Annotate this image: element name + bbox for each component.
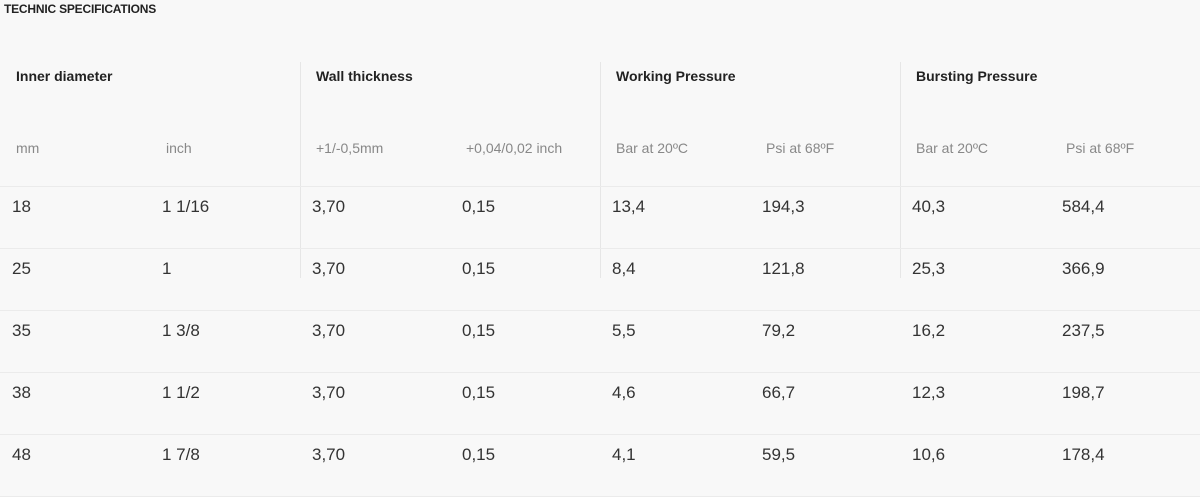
table-cell: 38: [12, 383, 31, 402]
table-cell: 3,70: [312, 259, 346, 278]
sub-header: +0,04/0,02 inch: [466, 140, 563, 156]
table-cell: 3,70: [312, 383, 346, 402]
table-cell: 1 1/16: [162, 197, 210, 216]
column-divider: [600, 62, 601, 278]
table-row: 18 1 1/16 3,70 0,15 13,4 194,3 40,3 584,…: [0, 187, 1200, 249]
table-row: 38 1 1/2 3,70 0,15 4,6 66,7 12,3 198,7: [0, 373, 1200, 435]
sub-header: Psi at 68ºF: [1066, 140, 1135, 156]
table-row: 25 1 3,70 0,15 8,4 121,8 25,3 366,9: [0, 249, 1200, 311]
table-cell: 1: [162, 259, 172, 278]
table-cell: 13,4: [612, 197, 646, 216]
table-cell: 0,15: [462, 445, 496, 464]
table-cell: 5,5: [612, 321, 636, 340]
table-cell: 16,2: [912, 321, 946, 340]
table-cell: 1 3/8: [162, 321, 200, 340]
spec-table: Inner diameter Wall thickness Working Pr…: [0, 36, 1200, 497]
table-cell: 0,15: [462, 383, 496, 402]
group-header-inner-diameter: Inner diameter: [16, 68, 113, 84]
table-cell: 4,6: [612, 383, 636, 402]
table-cell: 1 7/8: [162, 445, 200, 464]
table-cell: 8,4: [612, 259, 636, 278]
table-cell: 59,5: [762, 445, 796, 464]
table-cell: 237,5: [1062, 321, 1105, 340]
sub-header: Bar at 20ºC: [916, 140, 989, 156]
group-header-bursting-pressure: Bursting Pressure: [916, 68, 1038, 84]
table-cell: 4,1: [612, 445, 636, 464]
table-cell: 48: [12, 445, 31, 464]
table-cell: 198,7: [1062, 383, 1105, 402]
table-cell: 1 1/2: [162, 383, 200, 402]
table-cell: 25,3: [912, 259, 946, 278]
group-header-wall-thickness: Wall thickness: [316, 68, 413, 84]
table-cell: 366,9: [1062, 259, 1105, 278]
table-cell: 3,70: [312, 197, 346, 216]
sub-header: Psi at 68ºF: [766, 140, 835, 156]
group-header-working-pressure: Working Pressure: [616, 68, 736, 84]
table-cell: 194,3: [762, 197, 805, 216]
group-header-row: Inner diameter Wall thickness Working Pr…: [0, 36, 1200, 116]
table-cell: 10,6: [912, 445, 946, 464]
column-divider: [300, 62, 301, 278]
table-row: 35 1 3/8 3,70 0,15 5,5 79,2 16,2 237,5: [0, 311, 1200, 373]
sub-header: +1/-0,5mm: [316, 140, 384, 156]
sub-header: inch: [166, 140, 192, 156]
column-divider: [900, 62, 901, 278]
sub-header-row: mm inch +1/-0,5mm +0,04/0,02 inch Bar at…: [0, 116, 1200, 187]
page-title: TECHNIC SPECIFICATIONS: [4, 2, 157, 16]
table-cell: 35: [12, 321, 31, 340]
table-cell: 12,3: [912, 383, 946, 402]
table-cell: 79,2: [762, 321, 796, 340]
table-cell: 66,7: [762, 383, 796, 402]
table-cell: 0,15: [462, 197, 496, 216]
table-cell: 121,8: [762, 259, 805, 278]
table-cell: 178,4: [1062, 445, 1105, 464]
table-cell: 0,15: [462, 259, 496, 278]
sub-header: mm: [16, 140, 40, 156]
table-cell: 18: [12, 197, 31, 216]
table-cell: 0,15: [462, 321, 496, 340]
table-cell: 40,3: [912, 197, 946, 216]
table-cell: 584,4: [1062, 197, 1105, 216]
table-cell: 3,70: [312, 321, 346, 340]
table-cell: 25: [12, 259, 31, 278]
table-cell: 3,70: [312, 445, 346, 464]
table-row: 48 1 7/8 3,70 0,15 4,1 59,5 10,6 178,4: [0, 435, 1200, 497]
sub-header: Bar at 20ºC: [616, 140, 689, 156]
